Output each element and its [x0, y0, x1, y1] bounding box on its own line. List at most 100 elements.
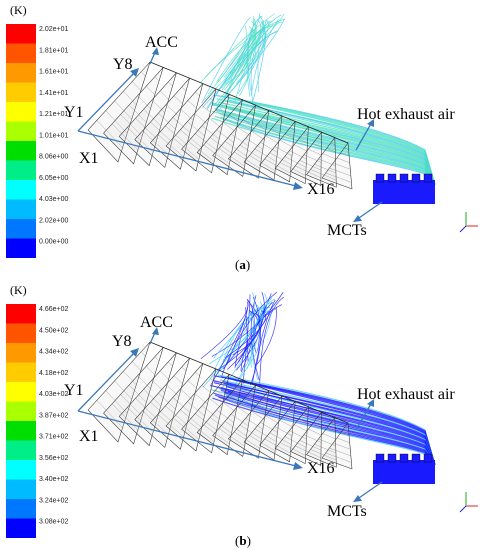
- acc-fin-mesh: [195, 371, 200, 376]
- colorbar-swatch: [6, 440, 36, 460]
- y-axis-arrow: [77, 350, 137, 412]
- mct-block: [373, 453, 435, 484]
- acc-fin-mesh: [333, 162, 351, 170]
- mcts-label: MCTs: [327, 222, 367, 239]
- mcts-pointer: [355, 481, 383, 501]
- colorbar-swatch: [6, 82, 36, 102]
- streamline: [228, 20, 273, 80]
- acc-fin: [165, 88, 217, 172]
- acc-fin-mesh: [222, 402, 236, 412]
- acc-fin-mesh: [195, 91, 200, 96]
- streamline: [214, 394, 436, 466]
- mcts-pointer: [355, 201, 383, 221]
- acc-fin-mesh: [269, 432, 292, 445]
- acc-fin-mesh: [333, 442, 351, 450]
- acc-fin-mesh: [249, 392, 254, 396]
- acc-fin: [212, 104, 257, 177]
- acc-fin-mesh: [151, 99, 165, 113]
- acc-fin-mesh: [284, 156, 307, 168]
- acc-fin-mesh: [188, 421, 215, 442]
- mct-fan: [387, 453, 397, 463]
- acc-fin-mesh: [290, 407, 295, 411]
- acc-fin-mesh: [269, 152, 292, 165]
- acc-fin-mesh: [317, 417, 322, 420]
- acc-fin-mesh: [257, 404, 266, 411]
- streamline: [227, 390, 436, 466]
- mct-fan: [399, 173, 409, 183]
- acc-fin-mesh: [308, 148, 322, 156]
- acc-fin-mesh: [216, 129, 234, 143]
- acc-fin-mesh: [284, 133, 294, 139]
- coordinate-triad-icon: [459, 492, 478, 513]
- acc-fin: [134, 78, 190, 168]
- acc-label: ACC: [145, 34, 178, 51]
- acc-fin: [259, 120, 296, 183]
- acc-fin-mesh: [326, 148, 336, 152]
- colorbar-swatch: [6, 63, 36, 83]
- streamline: [227, 97, 436, 186]
- colorbar-tick-label: 4.50e+02: [39, 327, 68, 334]
- hot-exhaust-air-label: Hot exhaust air: [357, 386, 455, 403]
- acc-fin-mesh: [129, 384, 147, 403]
- mct-body: [373, 460, 435, 484]
- x16-label: X16: [307, 181, 335, 198]
- streamline: [234, 21, 282, 102]
- colorbar-tick-label: 3.40e+02: [39, 476, 68, 483]
- acc-fin-mesh: [135, 398, 158, 420]
- caption-letter: b: [239, 533, 246, 548]
- acc-fin-mesh: [194, 393, 208, 405]
- colorbar: 2.02e+01 1.81e+01 1.61e+01 1.41e+01 1.21e+01…: [6, 24, 68, 258]
- streamline: [217, 374, 436, 466]
- streamline: [226, 30, 266, 97]
- acc-fin-mesh: [194, 113, 208, 125]
- streamline: [211, 292, 284, 357]
- acc-fin-mesh: [173, 137, 199, 160]
- acc-fin: [274, 125, 309, 185]
- colorbar-tick-label: 1.21e+01: [39, 111, 68, 118]
- acc-fin-mesh: [187, 380, 197, 389]
- annotation-arrows: [77, 47, 383, 222]
- acc-fin-mesh: [181, 366, 187, 372]
- colorbar-tick-label: 1.61e+01: [39, 69, 68, 76]
- streamline: [213, 392, 436, 466]
- acc-fin-mesh: [344, 427, 349, 430]
- acc-fin: [290, 411, 322, 466]
- acc-fin-mesh: [157, 134, 184, 158]
- acc-fin-mesh: [143, 389, 161, 406]
- acc-fin-mesh: [201, 105, 211, 113]
- acc-fin-mesh: [289, 150, 307, 160]
- acc-fin-mesh: [290, 127, 295, 131]
- acc-fin-mesh: [137, 375, 151, 389]
- acc-fin-mesh: [289, 430, 307, 440]
- colorbar-swatch: [6, 518, 36, 538]
- colorbar-tick-label: 1.81e+01: [39, 47, 68, 54]
- caption-close-paren: ): [247, 533, 251, 548]
- hot-exhaust-pointer: [355, 401, 373, 431]
- streamline: [257, 307, 277, 365]
- acc-fin-mesh: [262, 397, 268, 401]
- colorbar-swatch: [6, 24, 36, 44]
- acc-fin-mesh: [142, 130, 169, 155]
- acc-fin: [212, 384, 257, 457]
- acc-fin-mesh: [245, 418, 263, 430]
- acc-fin-mesh: [310, 169, 337, 181]
- streamline: [238, 310, 271, 380]
- acc-fin-mesh: [120, 394, 143, 417]
- acc-fin-mesh: [251, 411, 265, 420]
- acc-fin-mesh: [229, 114, 239, 122]
- acc-unit: [87, 341, 353, 470]
- streamline: [259, 296, 284, 388]
- x-axis-arrowhead: [293, 182, 303, 190]
- colorbar-tick-label: 4.66e+02: [39, 306, 68, 313]
- acc-fin-mesh: [243, 119, 253, 126]
- acc-fin-mesh: [265, 415, 279, 424]
- acc-fin-mesh: [344, 147, 349, 150]
- temperature-field-figure-a: (K) 2.02e+01 1.81e+01 1.61e+01 1.41e+01 1.21…: [6, 3, 478, 272]
- streamline: [227, 99, 436, 186]
- mct-fan: [423, 173, 433, 183]
- mcts-label: MCTs: [327, 503, 367, 520]
- streamline: [257, 28, 265, 93]
- colorbar-tick-label: 2.02e+01: [39, 26, 68, 33]
- acc-fin-mesh: [224, 421, 247, 437]
- acc-fin-mesh: [218, 428, 245, 447]
